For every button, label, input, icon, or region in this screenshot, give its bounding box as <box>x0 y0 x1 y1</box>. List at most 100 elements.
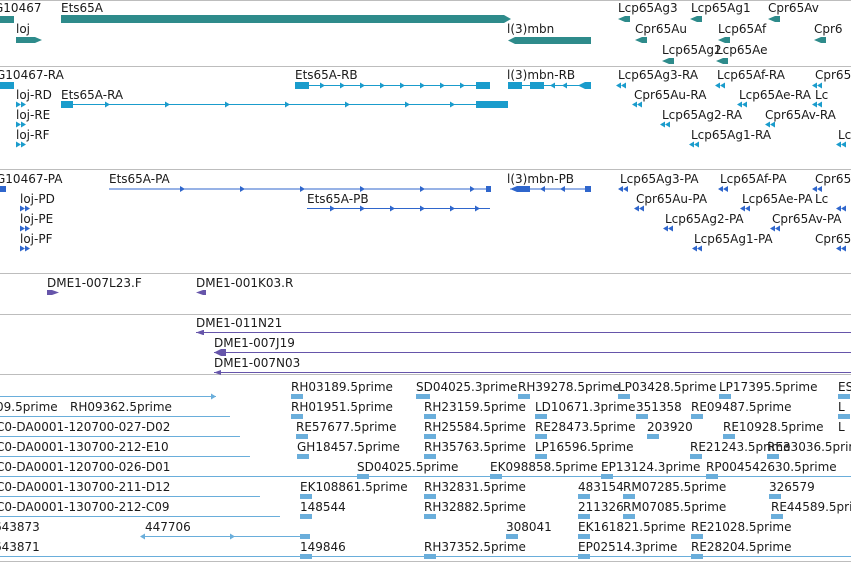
transcript-glyph[interactable] <box>476 101 508 108</box>
est-glyph[interactable] <box>424 494 436 499</box>
gene-glyph[interactable] <box>716 58 728 64</box>
est-glyph[interactable] <box>618 394 630 399</box>
est-glyph[interactable] <box>535 434 547 439</box>
exon-chevron <box>211 393 216 400</box>
transcripts-pa-label: loj-PE <box>20 212 53 226</box>
ests-label: 308041 <box>506 520 552 534</box>
ests-label: L <box>838 400 845 414</box>
gene-glyph[interactable] <box>768 16 780 22</box>
est-glyph[interactable] <box>771 514 783 519</box>
est-glyph[interactable] <box>535 454 547 459</box>
exon-chevron <box>618 186 623 192</box>
ests-label: RH23159.5prime <box>424 400 526 414</box>
est-glyph[interactable] <box>424 514 436 519</box>
exon-chevron <box>770 121 775 128</box>
est-glyph[interactable] <box>636 414 648 419</box>
exon-chevron <box>450 101 455 108</box>
exon-chevron <box>775 225 780 232</box>
protein-glyph[interactable] <box>486 186 491 192</box>
est-glyph[interactable] <box>300 534 310 539</box>
transcripts-pa-label: Lc <box>815 192 828 206</box>
est-glyph[interactable] <box>291 414 303 419</box>
transcripts-ra-label: Cpr65Av-RA <box>765 108 837 122</box>
ests-label: 326579 <box>769 480 815 494</box>
transcripts-pa-label: Ets65A-PA <box>109 172 171 186</box>
est-glyph[interactable] <box>691 414 703 419</box>
ests-label: 203920 <box>647 420 693 434</box>
transcripts-pa-label: Lcp65Af-PA <box>720 172 787 186</box>
est-glyph[interactable] <box>838 414 850 419</box>
gene-glyph[interactable] <box>61 15 511 23</box>
est-glyph[interactable] <box>769 494 781 499</box>
exon-chevron <box>694 141 699 148</box>
transcript-glyph[interactable] <box>476 82 490 89</box>
gene-glyph[interactable] <box>635 37 647 43</box>
ests-label: C0-DA0001-120700-027-D02 <box>0 420 170 434</box>
exon-chevron <box>21 121 26 128</box>
transcript-glyph[interactable] <box>0 82 14 89</box>
est-glyph[interactable] <box>719 394 731 399</box>
gene-glyph[interactable] <box>618 16 630 22</box>
clone-glyph[interactable] <box>214 370 221 375</box>
clone-glyph[interactable] <box>196 330 204 335</box>
est-glyph[interactable] <box>578 494 590 499</box>
transcript-glyph[interactable] <box>61 101 73 108</box>
genes-label: Cpr65Av <box>768 1 819 15</box>
est-glyph[interactable] <box>424 454 436 459</box>
protein-glyph[interactable] <box>585 186 591 192</box>
est-glyph[interactable] <box>535 414 547 419</box>
clone-end-glyph[interactable] <box>47 290 59 295</box>
genes-label: Cpr65Au <box>635 22 687 36</box>
est-glyph[interactable] <box>300 514 312 519</box>
gene-glyph[interactable] <box>662 58 674 64</box>
ests-label: C0-DA0001-120700-026-D01 <box>0 460 170 474</box>
est-glyph[interactable] <box>300 494 312 499</box>
exon-chevron <box>616 82 621 89</box>
genes-label: Ets65A <box>61 1 104 15</box>
est-glyph[interactable] <box>506 534 518 539</box>
est-glyph[interactable] <box>578 514 590 519</box>
ests-label: L <box>838 420 845 434</box>
gene-glyph[interactable] <box>508 37 591 44</box>
ests-label: C0-DA0001-130700-211-D12 <box>0 480 170 494</box>
protein-glyph[interactable] <box>510 186 530 192</box>
est-glyph[interactable] <box>424 434 436 439</box>
est-glyph[interactable] <box>578 534 590 539</box>
est-glyph[interactable] <box>416 394 430 399</box>
ests-label: RH03189.5prime <box>291 380 393 394</box>
transcript-glyph[interactable] <box>508 82 522 89</box>
gene-glyph[interactable] <box>16 37 42 43</box>
clone-end-glyph[interactable] <box>196 290 206 295</box>
transcript-glyph[interactable] <box>530 82 544 89</box>
transcripts-pa-label: Lcp65Ae-PA <box>742 192 813 206</box>
est-glyph[interactable] <box>291 394 303 399</box>
est-glyph[interactable] <box>623 514 635 519</box>
gene-glyph[interactable] <box>814 37 826 43</box>
est-glyph[interactable] <box>723 434 735 439</box>
exon-chevron <box>460 82 465 89</box>
gene-glyph[interactable] <box>718 37 730 43</box>
est-glyph[interactable] <box>767 454 779 459</box>
est-glyph[interactable] <box>297 454 309 459</box>
est-glyph[interactable] <box>296 434 308 439</box>
est-glyph[interactable] <box>691 534 703 539</box>
gene-glyph[interactable] <box>690 16 702 22</box>
ests-label: EP02514.3prime <box>578 540 677 554</box>
est-glyph[interactable] <box>690 454 702 459</box>
exon-chevron <box>817 186 822 192</box>
transcripts-pa-label: Ets65A-PB <box>307 192 369 206</box>
protein-glyph[interactable] <box>0 186 6 192</box>
est-glyph[interactable] <box>623 494 635 499</box>
est-glyph[interactable] <box>838 394 850 399</box>
ests-label: ES <box>838 380 851 394</box>
transcript-glyph[interactable] <box>295 82 309 89</box>
est-glyph[interactable] <box>647 434 659 439</box>
clone-glyph[interactable] <box>214 349 226 356</box>
transcript-glyph[interactable] <box>578 82 591 89</box>
ests-label: SD04025.5prime <box>357 460 458 474</box>
est-glyph[interactable] <box>518 394 530 399</box>
transcripts-ra-label: loj-RE <box>16 108 50 122</box>
gene-glyph[interactable] <box>0 16 14 23</box>
est-glyph[interactable] <box>424 414 436 419</box>
